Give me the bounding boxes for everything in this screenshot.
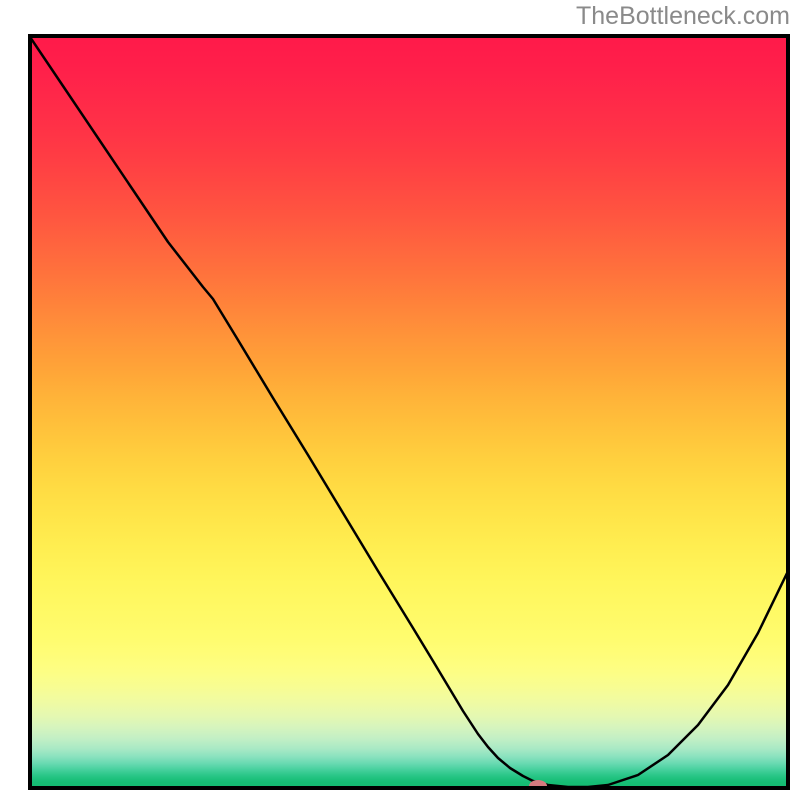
watermark-text: TheBottleneck.com — [576, 2, 790, 31]
plot-area — [28, 34, 790, 790]
figure-root: TheBottleneck.com — [0, 0, 800, 800]
plot-svg — [28, 34, 790, 790]
gradient-fill — [30, 36, 788, 788]
